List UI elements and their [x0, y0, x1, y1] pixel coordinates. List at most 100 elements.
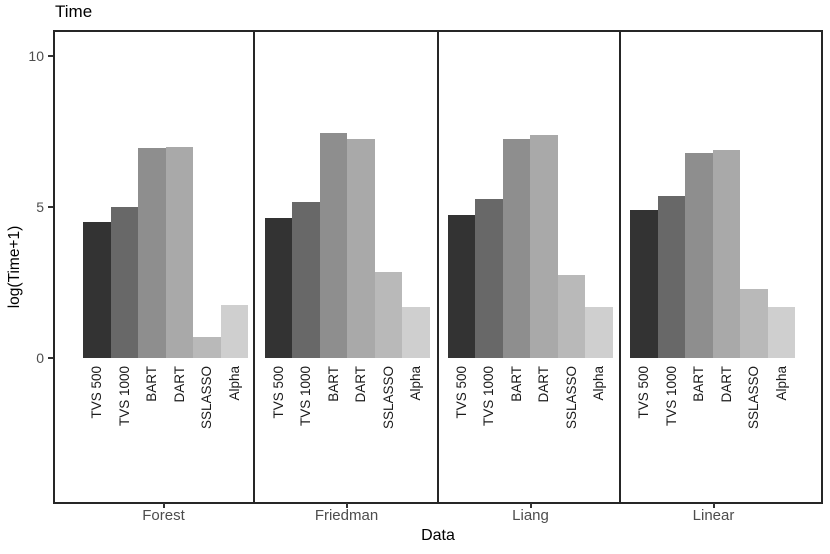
bar-label-cell: SSLASSO [740, 366, 768, 429]
bar-label: DART [171, 366, 187, 403]
bar-label-row: TVS 500 TVS 1000 BART DART SSLASSO Alpha [448, 366, 613, 429]
x-tick-mark [345, 503, 348, 508]
bar-forest-sslasso [193, 337, 221, 358]
bar-linear-tvs-500 [630, 210, 658, 358]
bar-label-cell: BART [320, 366, 348, 429]
bar-forest-tvs-1000 [110, 207, 138, 358]
panel-liang: TVS 500 TVS 1000 BART DART SSLASSO Alpha [439, 32, 622, 502]
bar-label-cell: Alpha [402, 366, 430, 429]
bar-label-cell: SSLASSO [375, 366, 403, 429]
plot-area: TVS 500 TVS 1000 BART DART SSLASSO Alpha TVS 5… [53, 30, 823, 504]
bar-friedman-tvs-1000 [292, 202, 320, 358]
facet-label-friedman: Friedman [314, 507, 379, 524]
bar-label: Alpha [408, 366, 424, 401]
bar-label-cell: TVS 1000 [292, 366, 320, 429]
bar-label: SSLASSO [563, 366, 579, 430]
y-tick-label: 5 [36, 199, 44, 215]
bar-label: DART [353, 366, 369, 403]
bar-label-cell: DART [347, 366, 375, 429]
bar-label-cell: DART [530, 366, 558, 429]
bar-label: TVS 500 [636, 366, 652, 419]
facet-label-linear: Linear [692, 507, 735, 524]
bar-label: BART [325, 366, 341, 402]
bar-group [630, 32, 796, 358]
bar-forest-tvs-500 [83, 222, 111, 358]
bar-label: BART [144, 366, 159, 402]
bar-label: TVS 1000 [663, 366, 679, 427]
bar-label-cell: Alpha [585, 366, 613, 429]
bar-linear-alpha [767, 307, 796, 358]
y-axis-title: log(Time+1) [6, 225, 23, 309]
bar-liang-tvs-1000 [475, 199, 503, 358]
bar-linear-dart [712, 150, 741, 358]
bar-label: TVS 500 [453, 366, 469, 419]
bar-label-cell: TVS 500 [265, 366, 293, 429]
bar-label-cell: BART [138, 366, 166, 429]
bar-friedman-tvs-500 [264, 218, 293, 358]
bar-label: Alpha [591, 366, 607, 401]
y-tick-mark [48, 55, 53, 57]
bar-friedman-alpha [402, 307, 430, 358]
bar-label-cell: TVS 1000 [111, 366, 139, 429]
bar-label-cell: TVS 500 [83, 366, 111, 429]
bar-label: Alpha [226, 366, 242, 401]
bar-label: TVS 500 [270, 366, 286, 419]
bar-label-row: TVS 500 TVS 1000 BART DART SSLASSO Alpha [630, 366, 795, 429]
bar-label: TVS 1000 [298, 366, 314, 427]
x-axis-title: Data [421, 527, 455, 544]
bar-liang-alpha [585, 307, 613, 358]
bar-friedman-dart [347, 139, 375, 358]
panel-friedman: TVS 500 TVS 1000 BART DART SSLASSO Alpha [255, 32, 439, 502]
bar-friedman-sslasso [374, 272, 403, 358]
y-tick-label: 0 [36, 350, 44, 366]
bar-label: TVS 1000 [481, 366, 497, 427]
bar-label-row: TVS 500 TVS 1000 BART DART SSLASSO Alpha [83, 366, 248, 429]
bar-group [447, 32, 613, 358]
bar-label: DART [718, 366, 734, 403]
bar-label-row: TVS 500 TVS 1000 BART DART SSLASSO Alpha [265, 366, 430, 429]
bar-friedman-bart [319, 133, 348, 358]
x-tick-mark [162, 503, 165, 508]
bar-label-cell: Alpha [221, 366, 249, 429]
chart-title: Time [55, 2, 93, 21]
bar-label-cell: SSLASSO [558, 366, 586, 429]
panel-linear: TVS 500 TVS 1000 BART DART SSLASSO Alpha [621, 32, 821, 502]
bar-label: SSLASSO [380, 366, 396, 430]
bar-forest-alpha [220, 305, 248, 358]
facet-label-forest: Forest [142, 507, 185, 524]
bar-liang-sslasso [557, 275, 586, 358]
x-tick-mark [712, 503, 715, 508]
y-tick-mark [48, 357, 53, 359]
bar-label-cell: DART [166, 366, 194, 429]
bar-liang-bart [502, 139, 531, 358]
bar-label-cell: TVS 1000 [475, 366, 503, 429]
bar-label: BART [508, 366, 524, 402]
bar-label-cell: BART [503, 366, 531, 429]
bar-label-cell: SSLASSO [193, 366, 221, 429]
bar-group [264, 32, 430, 358]
bar-label-cell: DART [713, 366, 741, 429]
bar-label-cell: BART [685, 366, 713, 429]
bar-label: TVS 1000 [116, 366, 132, 427]
bar-group [83, 32, 248, 358]
bar-linear-tvs-1000 [657, 196, 686, 358]
facet-label-liang: Liang [512, 507, 549, 524]
bar-label: Alpha [773, 366, 789, 401]
bar-label: BART [691, 366, 707, 402]
bar-linear-sslasso [740, 289, 768, 358]
bar-linear-bart [685, 153, 713, 358]
bar-liang-tvs-500 [447, 215, 476, 358]
bar-label: TVS 500 [89, 366, 104, 419]
x-tick-mark [529, 503, 532, 508]
bar-forest-bart [138, 148, 166, 358]
y-tick-label: 10 [28, 48, 44, 64]
bar-label-cell: TVS 500 [630, 366, 658, 429]
bar-label-cell: TVS 500 [448, 366, 476, 429]
bar-label-cell: TVS 1000 [658, 366, 686, 429]
bar-liang-dart [530, 135, 558, 358]
bar-label: DART [536, 366, 552, 403]
bar-label: SSLASSO [746, 366, 762, 430]
bar-label: SSLASSO [199, 366, 214, 430]
bar-label-cell: Alpha [768, 366, 796, 429]
